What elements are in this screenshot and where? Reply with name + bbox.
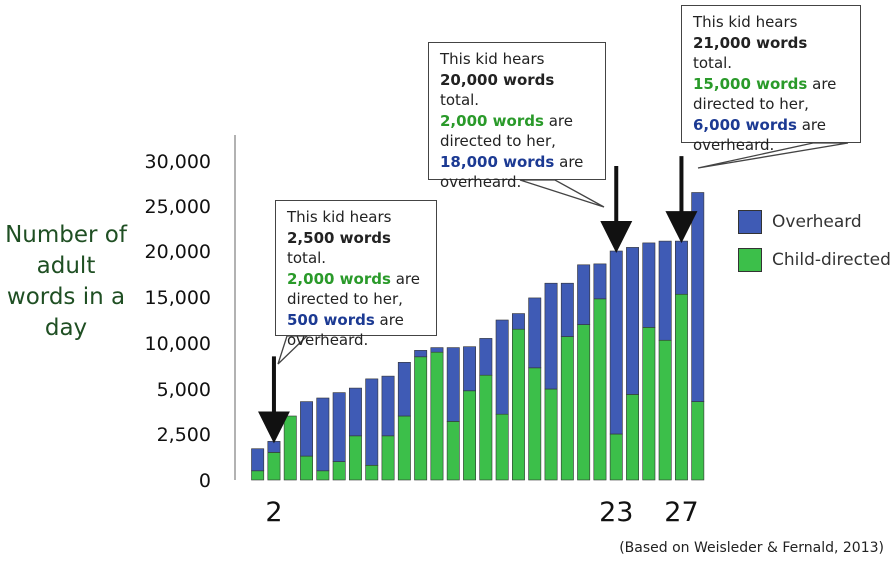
bar-child-directed [511,328,525,481]
bar-child-directed [332,461,346,481]
bar-overheard [348,387,362,437]
bar-overheard [560,282,574,337]
bar-child-directed [283,415,297,481]
bar-overheard [332,392,346,462]
y-tick-label: 0 [199,470,211,492]
bar-overheard [691,192,705,402]
callout-tail [277,335,309,365]
bar-overheard [609,250,623,435]
bar-overheard [511,313,525,330]
bar-overheard [397,362,411,417]
bar-child-directed [528,367,542,481]
bar-overheard [316,397,330,472]
bar-child-directed [446,421,460,481]
y-tick-label: 2,500 [157,424,211,446]
y-tick-label: 15,000 [145,287,211,309]
bar-overheard [381,375,395,437]
legend-swatch-child-directed [738,248,762,272]
bar-overheard [446,347,460,422]
bar-child-directed [658,339,672,481]
x-tick-label: 23 [599,497,633,528]
bar-child-directed [674,293,688,481]
bar-overheard [300,401,313,457]
bar-child-directed [267,452,281,481]
bar-overheard [267,441,281,453]
callout-kid-23: This kid hears 20,000 words total. 2,000… [428,42,606,191]
source-citation: (Based on Weisleder & Fernald, 2013) [619,540,884,556]
bar-child-directed [626,394,640,481]
bar-child-directed [365,464,379,481]
bar-overheard [479,338,493,376]
legend-label-child-directed: Child-directed [772,250,891,270]
bar-child-directed [381,435,395,481]
bar-overheard [430,347,444,353]
bar-child-directed [300,455,313,481]
callout-kid-2: This kid hears 2,500 words total. 2,000 … [275,200,437,349]
bar-child-directed [414,356,428,481]
legend-label-overheard: Overheard [772,212,862,232]
bar-child-directed [691,401,705,481]
y-tick-label: 30,000 [145,151,211,173]
y-tick-label: 10,000 [145,333,211,355]
bar-child-directed [348,435,362,481]
x-tick-label: 2 [265,497,282,528]
bar-child-directed [560,336,574,481]
legend-item-child-directed: Child-directed [738,245,891,275]
x-tick-label: 27 [664,497,698,528]
bar-overheard [674,240,688,295]
y-axis-label: Number of adult words in a day [5,222,127,341]
bar-child-directed [495,413,509,481]
y-tick-label: 20,000 [145,241,211,263]
bar-overheard [626,247,640,395]
bar-overheard [593,263,607,300]
bar-child-directed [593,298,607,481]
bar-overheard [642,242,656,328]
bar-overheard [577,264,591,325]
legend-swatch-overheard [738,210,762,234]
bar-child-directed [479,374,493,481]
callout-kid-27: This kid hears 21,000 words total. 15,00… [681,5,861,154]
bar-overheard [495,319,509,415]
bar-overheard [528,297,542,369]
bar-overheard [658,240,672,341]
y-tick-label: 5,000 [157,379,211,401]
bar-overheard [251,448,265,472]
bar-child-directed [251,470,265,481]
bar-child-directed [397,415,411,481]
bar-overheard [414,350,428,358]
bar-child-directed [544,388,558,481]
bar-child-directed [316,470,330,481]
legend: Overheard Child-directed [738,207,891,283]
bar-child-directed [463,390,476,481]
bar-child-directed [577,324,591,481]
bar-child-directed [642,327,656,481]
bar-overheard [365,378,379,466]
legend-item-overheard: Overheard [738,207,891,237]
bar-child-directed [430,351,444,481]
bar-overheard [544,282,558,390]
callout-tail [697,142,849,169]
bar-overheard [463,346,476,392]
bar-child-directed [609,433,623,481]
callout-tail [519,179,605,208]
y-tick-label: 25,000 [145,196,211,218]
